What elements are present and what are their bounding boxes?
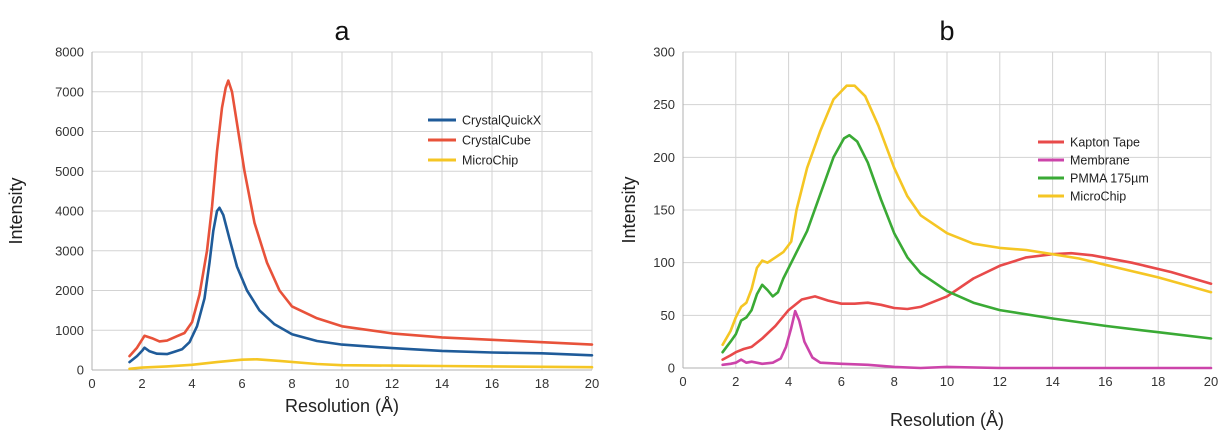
x-axis-title: Resolution (Å) [890,410,1004,430]
y-axis-title: Intensity [6,177,26,244]
x-tick-label: 8 [288,376,295,391]
y-tick-label: 200 [653,150,675,165]
x-axis-title: Resolution (Å) [285,396,399,416]
y-tick-label: 100 [653,255,675,270]
x-tick-label: 16 [1098,374,1112,389]
legend-label: Membrane [1070,154,1130,168]
x-tick-label: 14 [1045,374,1059,389]
legend: CrystalQuickX CrystalCube MicroChip [428,114,542,168]
series-line-pmma-175-m [721,133,1213,354]
y-tick-label: 2000 [55,283,84,298]
y-axis-title: Intensity [619,176,639,243]
x-tick-label: 6 [238,376,245,391]
legend-label: MicroChip [1070,190,1126,204]
x-tick-label: 10 [940,374,954,389]
x-tick-label: 18 [535,376,549,391]
series-line-crystalquickx [128,206,594,364]
y-tick-label: 5000 [55,164,84,179]
y-tick-label: 3000 [55,243,84,258]
series-line-kapton-tape [721,251,1213,361]
x-tick-label: 16 [485,376,499,391]
series-line-microchip [128,358,594,371]
x-tick-label: 20 [1204,374,1218,389]
y-tick-label: 7000 [55,84,84,99]
x-tick-label: 4 [188,376,195,391]
x-tick-label: 2 [732,374,739,389]
x-tick-label: 4 [785,374,792,389]
x-tick-label: 20 [585,376,599,391]
chart-title: b [939,16,954,46]
chart-panel-b: b0 2 4 6 8 10 12 14 16 18 20050100150200250300Reso… [619,16,1218,430]
x-tick-label: 14 [435,376,449,391]
y-tick-label: 4000 [55,204,84,219]
x-tick-label: 0 [679,374,686,389]
y-tick-label: 0 [77,363,84,378]
x-tick-label: 8 [891,374,898,389]
y-tick-label: 8000 [55,45,84,60]
chart-title: a [334,16,350,46]
y-tick-label: 50 [661,308,675,323]
x-tick-label: 10 [335,376,349,391]
x-tick-label: 12 [385,376,399,391]
y-tick-label: 0 [668,361,675,376]
x-tick-label: 2 [138,376,145,391]
x-tick-label: 12 [993,374,1007,389]
x-tick-label: 6 [838,374,845,389]
chart-panel-a: a 0 2 4 6 8 10 12 14 16 18 20 0 1000 2000 3000 4000 5000 6… [6,16,599,416]
series-line-microchip [721,84,1213,347]
y-tick-label: 1000 [55,323,84,338]
legend-label: PMMA 175µm [1070,172,1149,186]
legend: Kapton Tape Membrane PMMA 175µm MicroChip [1038,136,1149,204]
legend-label: MicroChip [462,154,518,168]
legend-label: CrystalQuickX [462,114,542,128]
y-tick-label: 6000 [55,124,84,139]
y-tick-label: 300 [653,45,675,60]
legend-label: Kapton Tape [1070,136,1140,150]
y-tick-label: 150 [653,203,675,218]
legend-label: CrystalCube [462,134,531,148]
y-tick-label: 250 [653,97,675,112]
x-tick-label: 0 [88,376,95,391]
series-line-membrane [721,309,1213,370]
series-line-crystalcube [128,79,594,358]
x-tick-label: 18 [1151,374,1165,389]
